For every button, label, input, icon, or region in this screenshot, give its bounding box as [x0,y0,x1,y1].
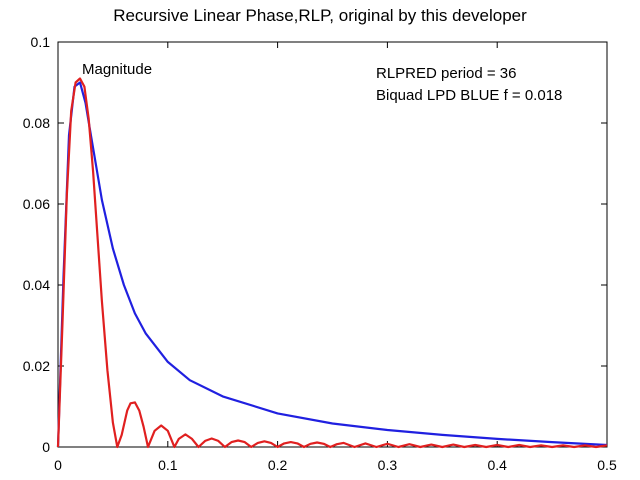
axis-ticks: 0 0.1 0.2 0.3 0.4 0.5 0 0.02 0.04 0.06 0.08 0.1 [23,34,617,473]
y-tick-label: 0 [42,439,50,455]
x-tick-label: 0.1 [158,457,178,473]
y-tick-label: 0.1 [31,34,51,50]
series-line-red [56,77,608,449]
y-tick-label: 0.04 [23,277,50,293]
y-tick-label: 0.06 [23,196,50,212]
x-tick-label: 0 [54,457,62,473]
y-tick-label: 0.08 [23,115,50,131]
annotation-magnitude: Magnitude [82,61,152,78]
chart-title: Recursive Linear Phase,RLP, original by … [113,6,527,25]
x-tick-label: 0.5 [597,457,617,473]
x-tick-label: 0.2 [268,457,288,473]
y-tick-label: 0.02 [23,358,50,374]
annotation-rlpred: RLPRED period = 36 [376,65,517,82]
x-tick-label: 0.3 [378,457,398,473]
series-group [56,77,608,449]
annotation-biquad: Biquad LPD BLUE f = 0.018 [376,87,562,104]
series-line-blue [56,81,608,448]
x-tick-label: 0.4 [487,457,507,473]
